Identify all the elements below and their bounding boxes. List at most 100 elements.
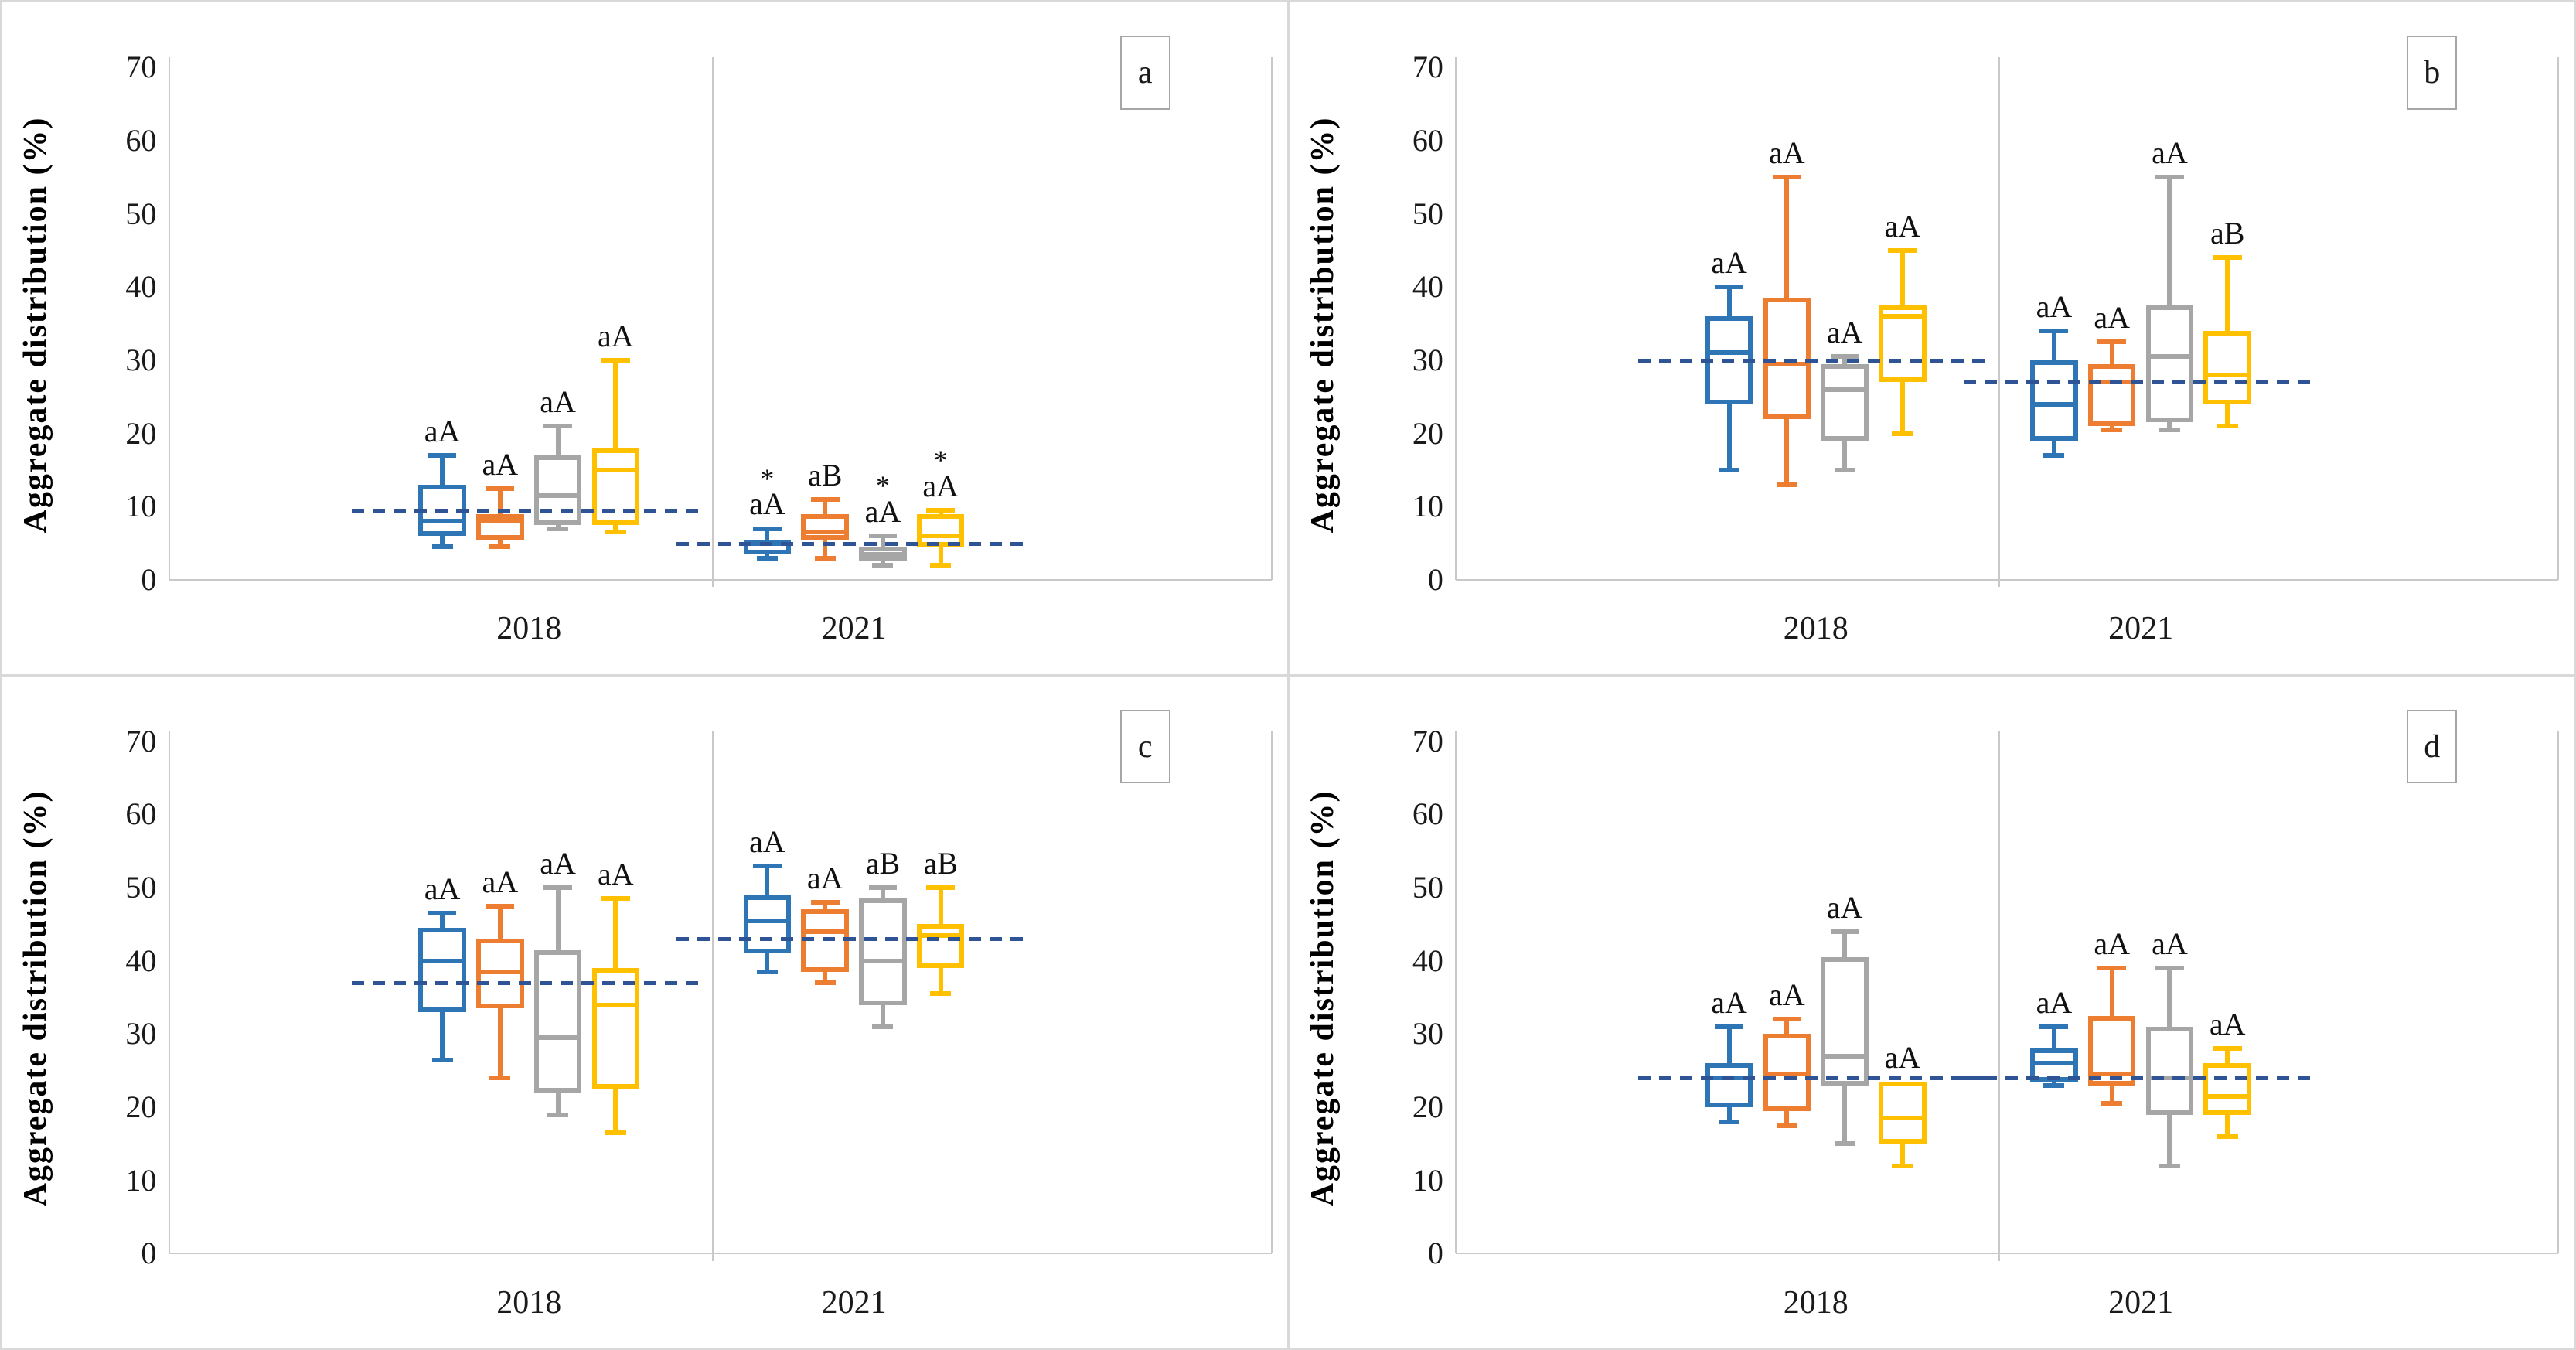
upper-whisker-line [765,528,770,540]
box-iqr [2145,305,2194,423]
median-line [1763,1072,1811,1077]
y-tick-label: 10 [1412,489,1443,524]
lower-whisker-cap [930,991,952,997]
x-axis-year-label: 2018 [1783,1284,1849,1321]
lower-whisker-cap [2101,427,2123,432]
median-line [418,958,466,963]
significance-text: aA [1711,245,1747,281]
lower-whisker-cap [431,1057,453,1062]
significance-text: aB [865,846,901,881]
upper-whisker-line [1842,931,1848,957]
upper-whisker-cap [428,911,457,916]
x-axis-line [1456,1253,2559,1255]
y-tick-label: 30 [125,1016,157,1052]
significance-text: aA [2094,926,2131,962]
upper-whisker-cap [752,526,782,531]
median-line [2203,372,2251,377]
significance-label: aA [1827,891,1863,922]
asterisk-marker: * [933,445,948,476]
significance-text: aA [598,318,634,353]
box-iqr [533,455,582,525]
lower-whisker-cap [872,562,894,568]
y-axis-title: Aggregate distribution (%) [1304,789,1341,1207]
box-iqr [418,928,466,1012]
upper-whisker-cap [428,452,457,458]
significance-label: aA [482,448,519,479]
reference-dashed-line [351,508,707,513]
x-axis-line [169,578,1272,581]
panel-letter: d [2424,728,2441,765]
significance-text: aB [807,457,843,493]
significance-text: aA [922,468,959,503]
lower-whisker-cap [431,544,453,550]
y-tick-label: 70 [1412,723,1443,759]
lower-whisker-cap [605,1130,626,1136]
median-line [1879,1116,1927,1121]
lower-whisker-line [938,547,943,565]
upper-whisker-cap [2213,1046,2242,1052]
upper-whisker-line [497,488,503,514]
lower-whisker-line [2109,1085,2114,1104]
significance-text: aA [2152,926,2188,962]
lower-whisker-cap [1892,1163,1913,1168]
lower-whisker-line [2167,1114,2172,1166]
lower-whisker-cap [2101,1101,2123,1106]
upper-whisker-cap [926,885,956,891]
x-axis-year-label: 2018 [1783,611,1849,647]
y-tick-label: 60 [1412,796,1443,832]
upper-whisker-cap [2097,966,2127,971]
lower-whisker-cap [2043,452,2065,458]
median-line [533,1035,582,1041]
significance-label: aA [2036,291,2073,322]
plot-area: 0 10 20 30 40 50 60 70 2018 2021 aA aA aA aA aA aA aA aA [1290,677,2574,1348]
x-axis-year-label: 2018 [496,611,562,647]
box-fill [2030,360,2078,441]
upper-whisker-line [1784,177,1790,298]
median-line [2030,1061,2078,1066]
box-fill [533,455,582,525]
lower-whisker-line [555,1093,561,1115]
median-line [2145,354,2194,360]
lower-whisker-line [1726,1107,1732,1122]
significance-text: aA [540,846,576,881]
lower-whisker-line [1784,418,1790,485]
median-line [916,534,965,539]
box-fill [2203,331,2251,404]
significance-label: aB [924,848,958,879]
upper-whisker-line [2225,257,2230,332]
lower-whisker-line [613,1089,618,1134]
median-line [591,467,640,472]
median-line [533,493,582,499]
lower-whisker-cap [1834,467,1855,472]
plot-area: 0 10 20 30 40 50 60 70 2018 2021 aA aA aA aA aA aA aA aB [1290,2,2574,674]
y-tick-label: 30 [125,342,157,377]
box-fill [2145,305,2194,423]
y-tick-label: 40 [1412,943,1443,978]
significance-label: aA [598,318,634,353]
plot-area: 0 10 20 30 40 50 60 70 2018 2021 aA aA aA aA * aA aB * aA *… [2,2,1287,674]
significance-label: * aA [922,445,959,503]
lower-whisker-cap [814,555,836,561]
upper-whisker-cap [2039,1024,2069,1029]
upper-whisker-line [765,865,770,895]
significance-label: aA [2152,138,2188,169]
lower-whisker-line [1784,1110,1790,1126]
median-line [801,530,849,535]
significance-label: aA [2094,926,2131,962]
box-fill [1821,363,1869,441]
significance-text: aA [806,861,843,895]
significance-text: aA [2036,984,2073,1020]
y-tick-label: 0 [1427,561,1443,597]
upper-whisker-line [823,499,828,514]
lower-whisker-line [1726,404,1732,470]
lower-whisker-line [938,968,943,994]
lower-whisker-line [2225,1114,2230,1137]
y-tick-label: 40 [125,943,157,978]
lower-whisker-cap [2217,424,2238,429]
significance-text: aA [2094,300,2131,336]
significance-text: aA [749,823,785,859]
lower-whisker-line [440,536,445,547]
x-axis-year-label: 2021 [2108,611,2174,647]
lower-whisker-line [2167,422,2172,430]
y-tick-label: 50 [1412,196,1443,231]
